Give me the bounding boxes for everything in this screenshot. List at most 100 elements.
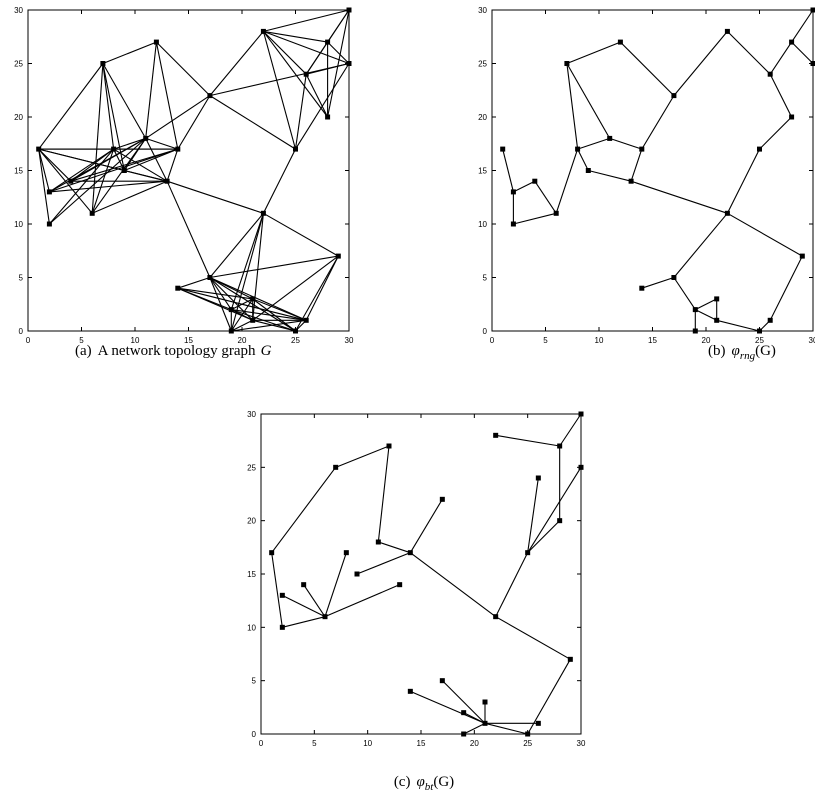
edge — [156, 41, 211, 96]
edge — [231, 319, 307, 332]
node — [325, 114, 331, 120]
node — [303, 71, 309, 77]
node — [767, 71, 773, 77]
node — [714, 317, 720, 323]
y-tick-label: 0 — [19, 327, 24, 336]
node — [575, 146, 581, 152]
node — [757, 328, 762, 334]
edge — [641, 95, 675, 150]
edge — [294, 74, 307, 150]
edge — [695, 298, 717, 311]
caption-argument: (G) — [433, 774, 454, 790]
x-tick-label: 0 — [259, 739, 264, 748]
node — [557, 518, 563, 524]
edge — [230, 213, 264, 310]
edge — [769, 73, 793, 118]
y-tick-label: 15 — [478, 167, 487, 176]
x-tick-label: 30 — [345, 336, 354, 345]
caption: (a) A network topology graph G — [75, 343, 272, 359]
edge — [588, 169, 632, 182]
edge — [495, 434, 560, 447]
node — [46, 189, 52, 195]
node — [757, 146, 762, 152]
node — [532, 178, 538, 184]
caption-argument: (G) — [755, 343, 776, 359]
y-tick-label: 5 — [252, 677, 257, 686]
edge — [262, 31, 329, 118]
x-tick-label: 10 — [131, 336, 140, 345]
edge — [577, 148, 589, 171]
edge — [177, 276, 211, 289]
y-tick-label: 0 — [252, 730, 257, 739]
x-tick-label: 20 — [238, 336, 247, 345]
edge — [231, 319, 253, 332]
edge — [305, 255, 339, 321]
edge — [410, 690, 486, 724]
caption-symbol: G — [261, 343, 272, 359]
edge — [282, 594, 326, 618]
edge — [49, 148, 178, 193]
edge — [495, 552, 529, 617]
x-tick-label: 5 — [543, 336, 548, 345]
node — [671, 275, 677, 280]
edge — [209, 31, 264, 96]
node — [293, 328, 298, 334]
node — [789, 114, 795, 120]
edge — [559, 413, 582, 447]
node — [789, 39, 795, 45]
node — [303, 317, 309, 323]
edge — [252, 319, 296, 332]
edge — [166, 180, 264, 214]
edge — [609, 137, 642, 150]
node — [439, 678, 445, 684]
x-tick-label: 15 — [184, 336, 193, 345]
node — [493, 432, 499, 438]
node — [260, 210, 266, 216]
y-tick-label: 25 — [14, 60, 23, 69]
node — [269, 550, 275, 556]
x-tick-label: 5 — [312, 739, 317, 748]
edge — [726, 148, 760, 214]
node — [510, 189, 516, 195]
node — [207, 275, 213, 280]
y-tick-label: 5 — [483, 274, 488, 283]
edge — [327, 9, 350, 118]
edge — [91, 180, 168, 214]
edge — [38, 148, 50, 193]
edge — [673, 277, 696, 310]
x-tick-label: 30 — [809, 336, 815, 345]
node — [724, 210, 730, 216]
node — [143, 135, 149, 141]
node — [68, 178, 74, 184]
edge — [620, 41, 675, 96]
edge — [305, 41, 329, 75]
edge — [513, 212, 557, 225]
edge — [263, 30, 328, 43]
x-tick-label: 5 — [79, 336, 84, 345]
node — [322, 614, 328, 620]
node — [301, 582, 307, 588]
node — [482, 720, 488, 726]
edge — [716, 319, 760, 332]
y-tick-label: 15 — [14, 167, 23, 176]
x-tick-label: 0 — [490, 336, 495, 345]
node — [250, 317, 256, 323]
edge — [209, 276, 307, 321]
node — [397, 582, 403, 588]
caption-label: (a) — [75, 343, 92, 359]
node — [639, 146, 645, 152]
edge — [177, 287, 253, 321]
node — [767, 317, 773, 323]
edge — [177, 95, 211, 150]
x-tick-label: 15 — [417, 739, 426, 748]
node — [557, 443, 563, 449]
node — [500, 146, 506, 152]
node — [164, 178, 170, 184]
edge — [409, 499, 443, 553]
node — [628, 178, 634, 184]
node — [207, 93, 213, 99]
edge — [566, 63, 579, 150]
edge — [262, 148, 296, 214]
node — [260, 28, 266, 34]
y-tick-label: 20 — [14, 113, 23, 122]
